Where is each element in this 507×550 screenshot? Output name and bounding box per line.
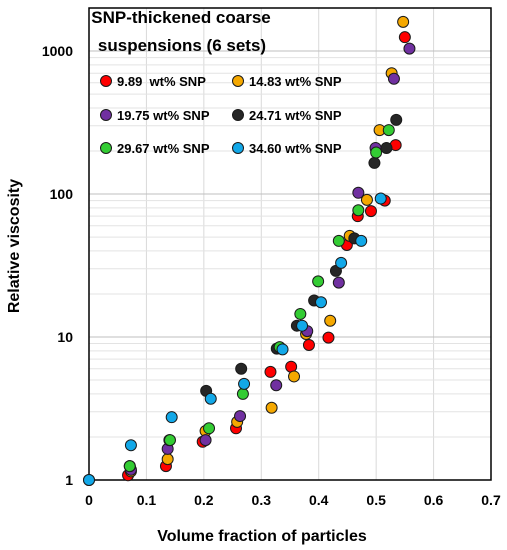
data-point xyxy=(203,422,216,435)
x-tick-label: 0.1 xyxy=(137,492,157,508)
legend-label: 14.83 wt% SNP xyxy=(249,74,342,89)
data-point xyxy=(236,387,249,400)
data-point xyxy=(294,307,307,320)
x-tick-label: 0.5 xyxy=(366,492,386,508)
data-point xyxy=(238,377,251,390)
data-point xyxy=(234,410,247,423)
data-point xyxy=(276,343,289,356)
data-point xyxy=(380,141,393,154)
data-point xyxy=(270,379,283,392)
data-point xyxy=(302,338,315,351)
y-tick-label: 10 xyxy=(57,329,73,345)
data-point xyxy=(387,72,400,85)
series-5 xyxy=(123,124,395,473)
data-point xyxy=(288,370,301,383)
legend-marker xyxy=(100,142,112,154)
data-point xyxy=(315,296,328,309)
legend-label: 29.67 wt% SNP xyxy=(117,141,210,156)
legend: 9.89 wt% SNP 14.83 wt% SNP 19.75 wt% SNP 24… xyxy=(100,74,342,156)
legend-label: 34.60 wt% SNP xyxy=(249,141,342,156)
data-point xyxy=(83,474,95,486)
y-tick-label: 1 xyxy=(65,472,73,488)
legend-marker xyxy=(232,142,244,154)
data-point xyxy=(322,331,335,344)
y-tick-label: 100 xyxy=(50,186,74,202)
x-tick-label: 0.6 xyxy=(424,492,444,508)
data-point xyxy=(355,234,368,247)
data-point xyxy=(264,365,277,378)
data-point xyxy=(324,314,337,327)
data-points xyxy=(83,15,416,486)
data-point xyxy=(199,434,212,447)
data-point xyxy=(332,276,345,289)
legend-item-2: 14.83 wt% SNP xyxy=(232,74,342,89)
legend-label: 19.75 wt% SNP xyxy=(117,108,210,123)
chart-title: SNP-thickened coarse suspensions (6 sets… xyxy=(91,8,271,55)
data-point xyxy=(374,192,387,205)
x-tick-label: 0 xyxy=(85,492,93,508)
legend-marker xyxy=(100,109,112,121)
legend-marker xyxy=(232,109,244,121)
x-axis-title: Volume fraction of particles xyxy=(157,528,367,545)
data-point xyxy=(360,193,373,206)
legend-item-5: 29.67 wt% SNP xyxy=(100,141,210,156)
data-point xyxy=(235,362,248,375)
x-tick-label: 0.7 xyxy=(481,492,501,508)
legend-marker xyxy=(100,75,112,87)
data-point xyxy=(124,439,137,452)
x-tick-label: 0.4 xyxy=(309,492,329,508)
data-point xyxy=(364,205,377,218)
data-point xyxy=(204,392,217,405)
data-point xyxy=(382,124,395,137)
x-tick-label: 0.3 xyxy=(252,492,272,508)
series-6 xyxy=(83,192,387,486)
legend-marker xyxy=(232,75,244,87)
data-point xyxy=(123,460,136,473)
chart-title-line-1: SNP-thickened coarse xyxy=(91,8,271,27)
data-point xyxy=(352,186,365,199)
data-point xyxy=(352,204,365,217)
axis-ticks: 0 0.1 0.2 0.3 0.4 0.5 0.6 0.7 1 10 100 1000 xyxy=(42,43,501,508)
legend-label: 24.71 wt% SNP xyxy=(249,108,342,123)
data-point xyxy=(265,401,278,414)
x-tick-label: 0.2 xyxy=(194,492,214,508)
data-point xyxy=(296,319,309,332)
data-point xyxy=(163,434,176,447)
y-tick-label: 1000 xyxy=(42,43,73,59)
data-point xyxy=(370,146,383,159)
y-axis-title: Relative viscosity xyxy=(6,179,23,313)
chart-title-line-2: suspensions (6 sets) xyxy=(98,36,266,55)
data-point xyxy=(398,31,411,44)
legend-item-1: 9.89 wt% SNP xyxy=(100,74,206,89)
legend-item-4: 24.71 wt% SNP xyxy=(232,108,342,123)
data-point xyxy=(397,15,410,28)
plot-area-frame xyxy=(88,7,492,481)
data-point xyxy=(312,275,325,288)
legend-label: 9.89 wt% SNP xyxy=(117,74,206,89)
data-point xyxy=(332,234,345,247)
data-point xyxy=(161,453,174,466)
data-point xyxy=(390,113,403,126)
data-point xyxy=(335,256,348,269)
data-point xyxy=(165,411,178,424)
data-point xyxy=(403,42,416,55)
legend-item-6: 34.60 wt% SNP xyxy=(232,141,342,156)
data-point xyxy=(368,156,381,169)
legend-item-3: 19.75 wt% SNP xyxy=(100,108,210,123)
